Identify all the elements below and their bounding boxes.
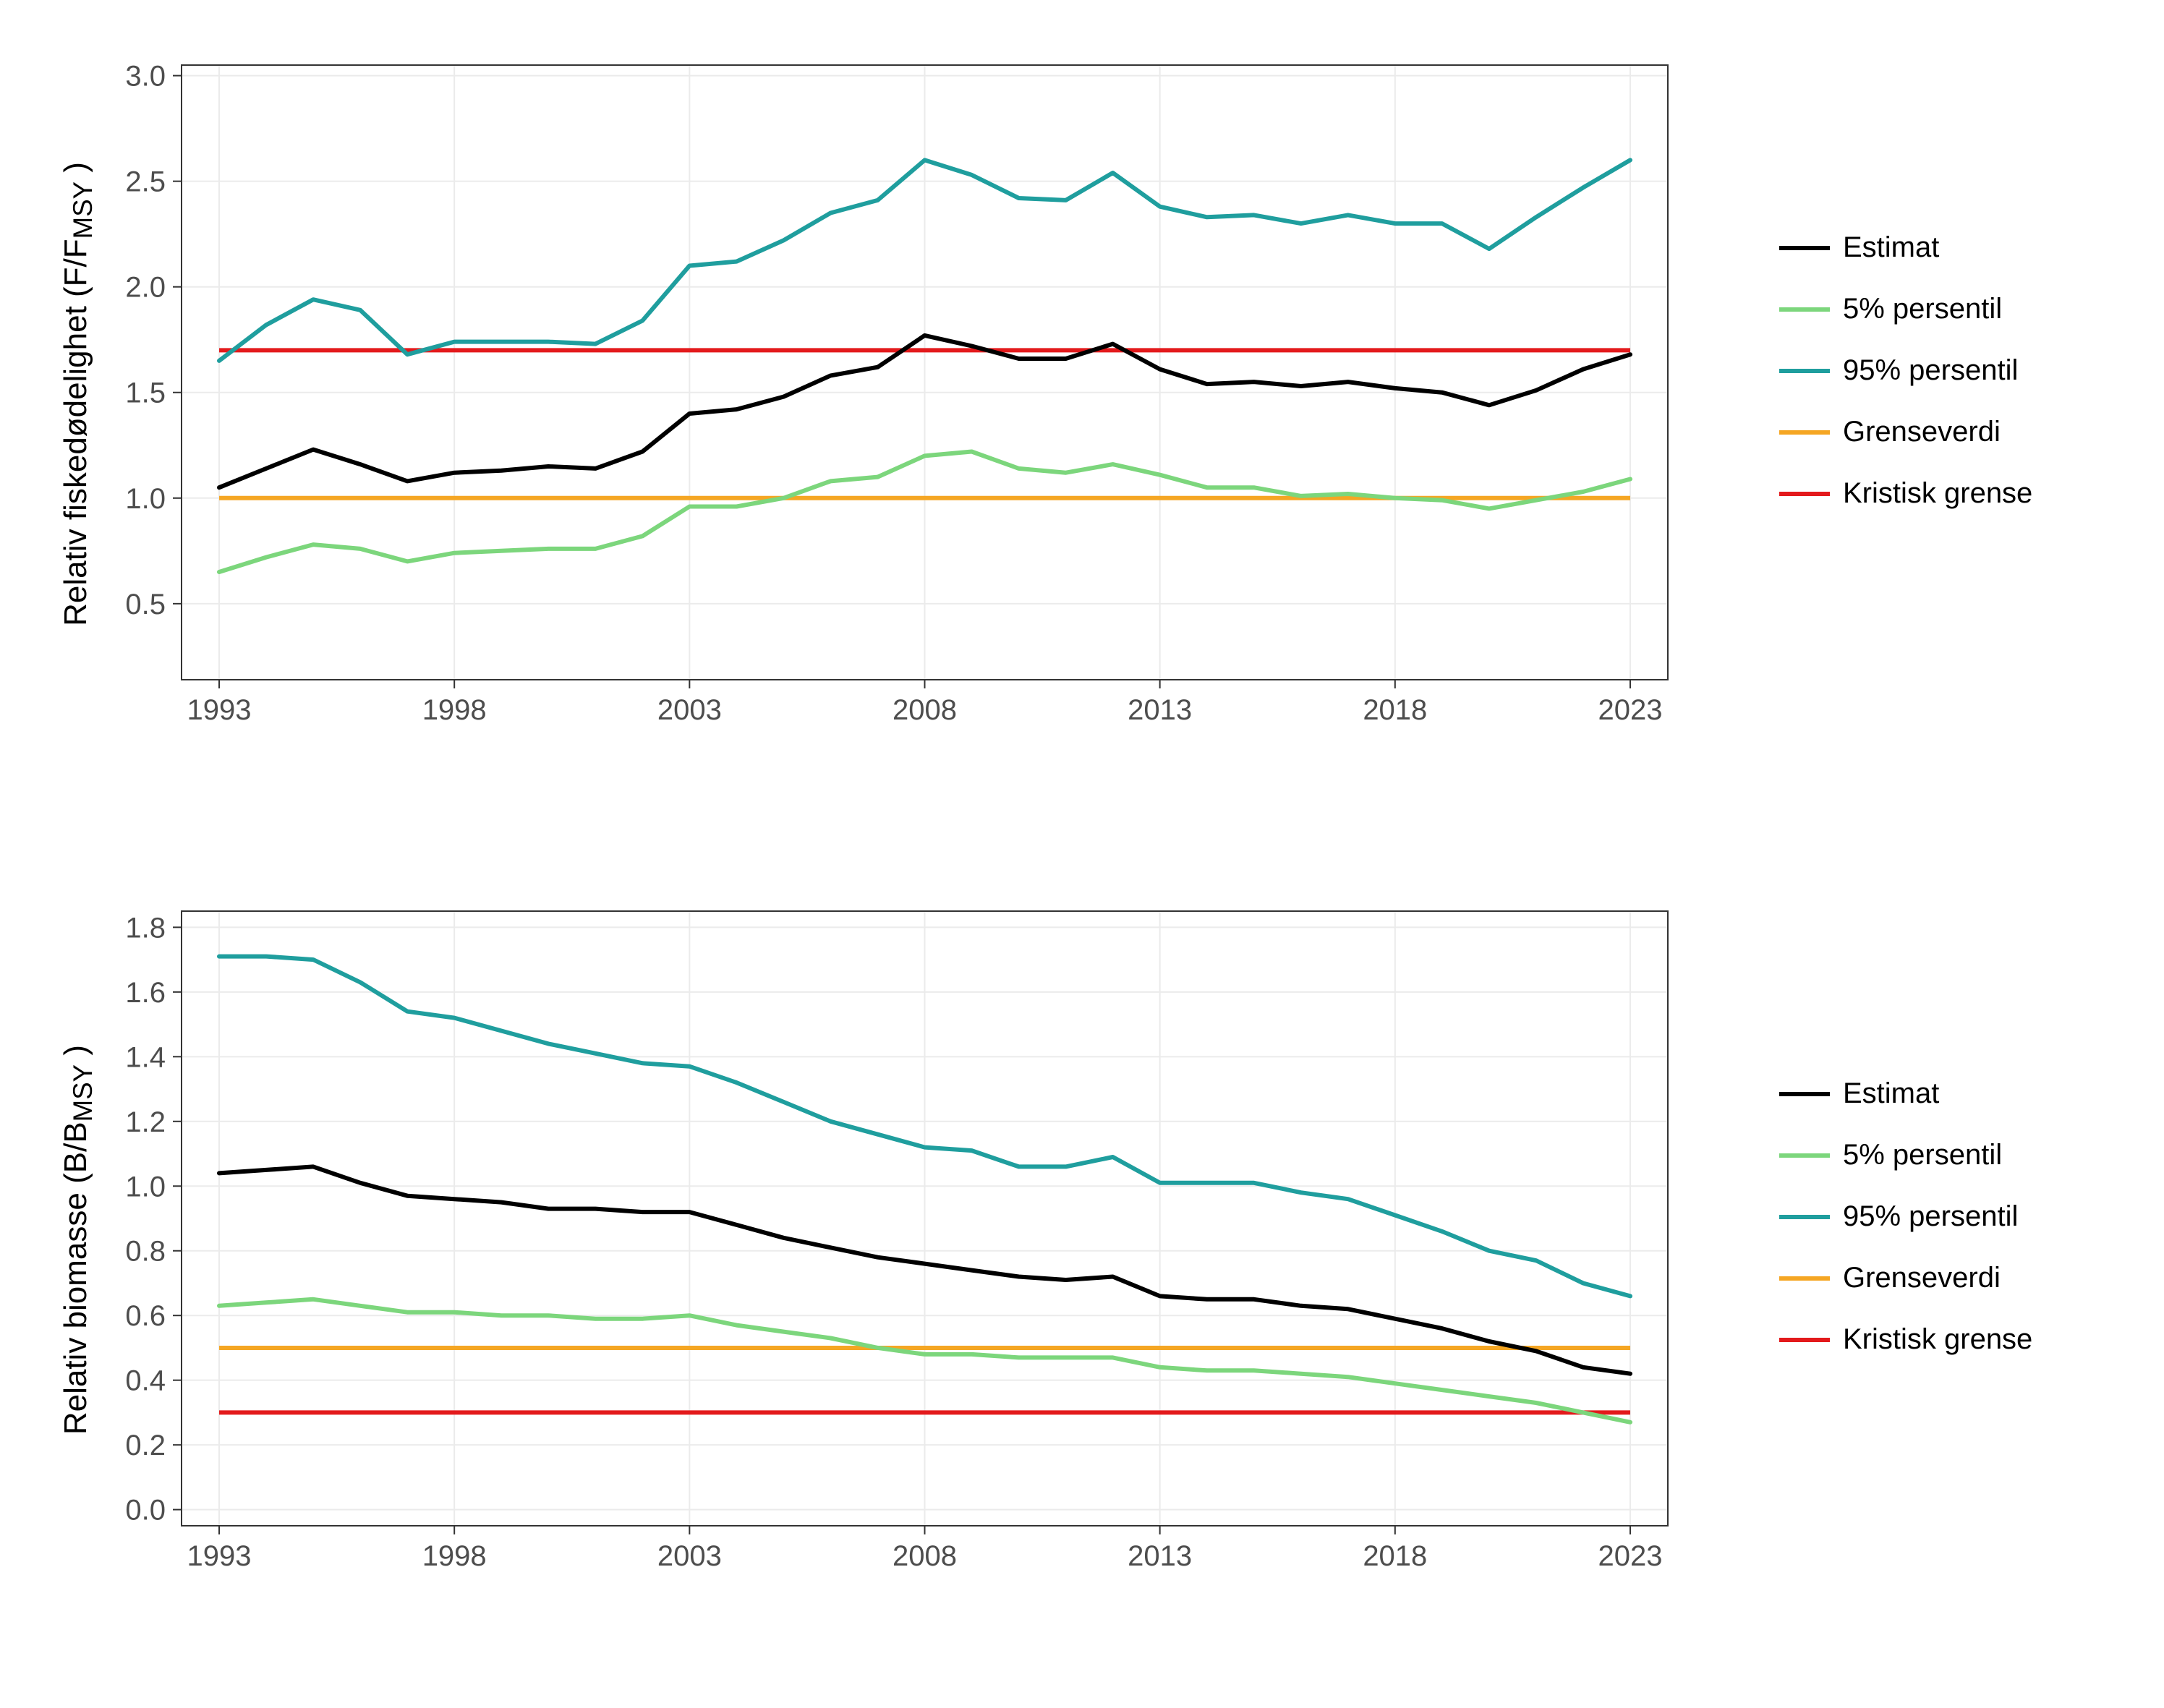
legend-label: Estimat — [1843, 1077, 1939, 1110]
legend-item: 5% persentil — [1779, 293, 2032, 325]
ytick-label: 1.6 — [125, 977, 166, 1009]
ytick-label: 0.2 — [125, 1430, 166, 1461]
ytick-label: 0.6 — [125, 1300, 166, 1332]
xtick-label: 1993 — [187, 694, 251, 726]
xtick-label: 2013 — [1128, 1540, 1192, 1572]
svg-bottom: 1993 1998 2003 2008 2013 2018 2023 0.0 0.2 0.4 0.6… — [113, 897, 1682, 1584]
xtick-label: 2008 — [893, 1540, 957, 1572]
legend-label: 95% persentil — [1843, 1200, 2018, 1233]
legend-swatch — [1779, 1338, 1830, 1342]
ytick-label: 1.2 — [125, 1106, 166, 1138]
legend-item: 95% persentil — [1779, 354, 2032, 387]
legend-item: Kristisk grense — [1779, 477, 2032, 510]
plot-area-top: 1993 1998 2003 2008 2013 2018 2023 0.5 1.0 1.5 2.0… — [113, 51, 1682, 738]
legend-swatch — [1779, 307, 1830, 312]
legend-label: Grenseverdi — [1843, 416, 2001, 448]
xtick-label: 2003 — [657, 1540, 722, 1572]
legend-top: Estimat 5% persentil 95% persentil Grenseve… — [1779, 231, 2032, 510]
plot-area-bottom: 1993 1998 2003 2008 2013 2018 2023 0.0 0.2 0.4 0.6… — [113, 897, 1682, 1584]
xtick-label: 1998 — [422, 694, 486, 726]
legend-bottom: Estimat 5% persentil 95% persentil Grenseve… — [1779, 1077, 2032, 1356]
legend-swatch — [1779, 1153, 1830, 1158]
legend-swatch — [1779, 1092, 1830, 1096]
ylabel-bottom: Relativ biomasse (B/BMSY ) — [58, 1045, 98, 1435]
legend-swatch — [1779, 1215, 1830, 1219]
legend-item: Estimat — [1779, 1077, 2032, 1110]
xtick-label: 2023 — [1598, 694, 1662, 726]
ytick-label: 1.4 — [125, 1041, 166, 1073]
legend-label: Grenseverdi — [1843, 1262, 2001, 1294]
legend-label: Estimat — [1843, 231, 1939, 264]
legend-swatch — [1779, 492, 1830, 496]
legend-item: Estimat — [1779, 231, 2032, 264]
xtick-label: 2018 — [1363, 1540, 1427, 1572]
xtick-label: 2018 — [1363, 694, 1427, 726]
svg-top: 1993 1998 2003 2008 2013 2018 2023 0.5 1.0 1.5 2.0… — [113, 51, 1682, 738]
legend-item: 5% persentil — [1779, 1139, 2032, 1171]
ytick-label: 1.5 — [125, 377, 166, 409]
ytick-label: 2.5 — [125, 166, 166, 198]
ytick-label: 0.0 — [125, 1495, 166, 1526]
ytick-label: 1.0 — [125, 1171, 166, 1203]
xtick-label: 2023 — [1598, 1540, 1662, 1572]
legend-label: 95% persentil — [1843, 354, 2018, 387]
legend-item: Grenseverdi — [1779, 1262, 2032, 1294]
xtick-label: 2008 — [893, 694, 957, 726]
ytick-label: 2.0 — [125, 272, 166, 304]
legend-label: 5% persentil — [1843, 293, 2002, 325]
legend-item: Kristisk grense — [1779, 1323, 2032, 1356]
ylabel-top: Relativ fiskedødelighet (F/FMSY ) — [58, 162, 98, 626]
ytick-label: 1.8 — [125, 912, 166, 944]
xtick-label: 1993 — [187, 1540, 251, 1572]
legend-item: 95% persentil — [1779, 1200, 2032, 1233]
legend-swatch — [1779, 369, 1830, 373]
ytick-label: 0.8 — [125, 1236, 166, 1268]
ytick-label: 1.0 — [125, 483, 166, 515]
panel-bottom: Relativ biomasse (B/BMSY ) 1993 1998 2003 2… — [58, 897, 1682, 1584]
xtick-label: 2013 — [1128, 694, 1192, 726]
legend-label: Kristisk grense — [1843, 1323, 2032, 1356]
figure: Relativ fiskedødelighet (F/FMSY ) 199319… — [0, 0, 2164, 1708]
ytick-label: 0.4 — [125, 1365, 166, 1397]
legend-swatch — [1779, 1276, 1830, 1281]
legend-swatch — [1779, 246, 1830, 250]
xtick-label: 1998 — [422, 1540, 486, 1572]
legend-label: 5% persentil — [1843, 1139, 2002, 1171]
xtick-label: 2003 — [657, 694, 722, 726]
panel-top: Relativ fiskedødelighet (F/FMSY ) 199319… — [58, 51, 1682, 738]
legend-swatch — [1779, 430, 1830, 435]
ytick-label: 0.5 — [125, 589, 166, 620]
legend-item: Grenseverdi — [1779, 416, 2032, 448]
legend-label: Kristisk grense — [1843, 477, 2032, 510]
ytick-label: 3.0 — [125, 61, 166, 93]
